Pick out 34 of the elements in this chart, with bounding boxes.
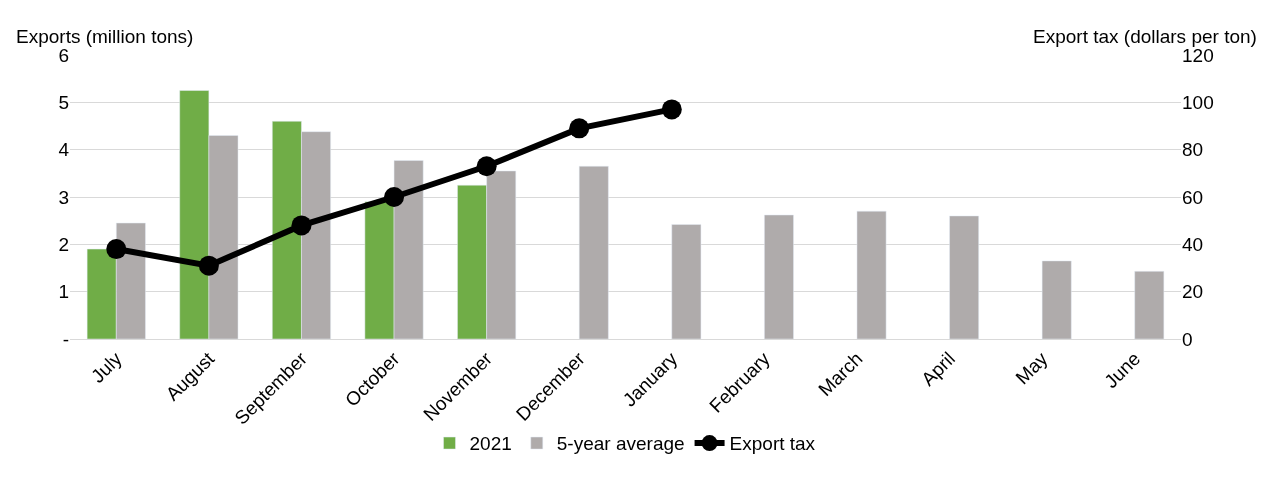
point xyxy=(106,239,127,260)
y2-tick-label: 100 xyxy=(1182,91,1214,113)
bar xyxy=(1041,260,1072,339)
x-tick-label: July xyxy=(87,347,127,387)
y-tick-label: 5 xyxy=(58,91,69,113)
legend-label: 2021 xyxy=(469,433,512,455)
bar xyxy=(578,165,609,339)
y-tick-label: 4 xyxy=(58,139,70,161)
y2-tick-label: 20 xyxy=(1182,281,1204,303)
point xyxy=(476,156,497,177)
y2-tick-label: 60 xyxy=(1182,186,1204,208)
bar xyxy=(949,215,979,339)
bar xyxy=(1134,271,1165,339)
y-tick-label: 3 xyxy=(58,186,69,208)
bar xyxy=(671,224,702,339)
point xyxy=(661,99,682,120)
bar xyxy=(856,210,887,339)
y-axis-title: Exports (million tons) xyxy=(16,26,194,47)
y2-tick-label: 80 xyxy=(1182,139,1204,161)
y-tick-label: - xyxy=(62,328,69,350)
y2-axis-title: Export tax (dollars per ton) xyxy=(1033,26,1257,47)
y-tick-label: 2 xyxy=(58,233,69,255)
y-tick-label: 6 xyxy=(58,44,69,66)
point xyxy=(198,255,219,276)
y-tick-label: 1 xyxy=(58,281,69,303)
point xyxy=(569,118,590,139)
y2-tick-label: 40 xyxy=(1182,233,1204,255)
x-tick-label: May xyxy=(1011,347,1053,389)
y2-tick-label: 0 xyxy=(1182,328,1193,350)
point xyxy=(384,187,405,207)
legend-label: 5-year average xyxy=(556,433,685,455)
point xyxy=(291,215,312,236)
legend-label: Export tax xyxy=(729,433,816,455)
bar xyxy=(764,214,794,339)
